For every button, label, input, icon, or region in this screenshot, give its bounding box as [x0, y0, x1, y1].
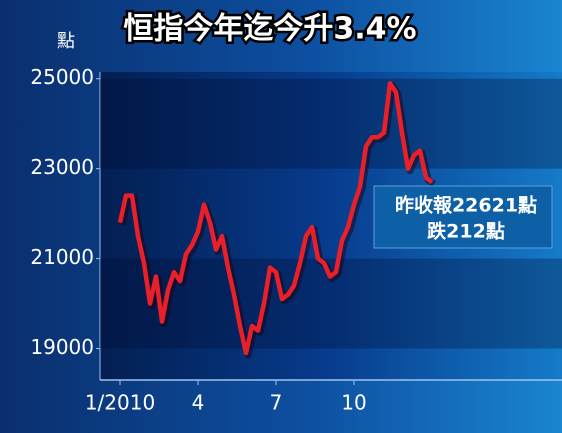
annotation-box — [373, 185, 553, 249]
y-tick-label: 19000 — [30, 335, 94, 359]
y-tick-label: 21000 — [30, 245, 94, 269]
x-tick-label: 10 — [341, 391, 366, 415]
x-tick-label: 1/2010 — [85, 391, 155, 415]
y-tick-label: 25000 — [30, 65, 94, 89]
line — [117, 80, 434, 356]
y-tick-label: 23000 — [30, 155, 94, 179]
annotation: 昨收報22621點 — [395, 194, 537, 217]
x-tick-label: 7 — [270, 391, 283, 415]
x-tick-label: 4 — [192, 391, 205, 415]
chart-title: 恒指今年迄今升3.4% — [123, 12, 416, 47]
annotation: 跌212點 — [427, 220, 505, 243]
y-axis-label: 點 — [57, 31, 75, 52]
band — [100, 78, 562, 169]
